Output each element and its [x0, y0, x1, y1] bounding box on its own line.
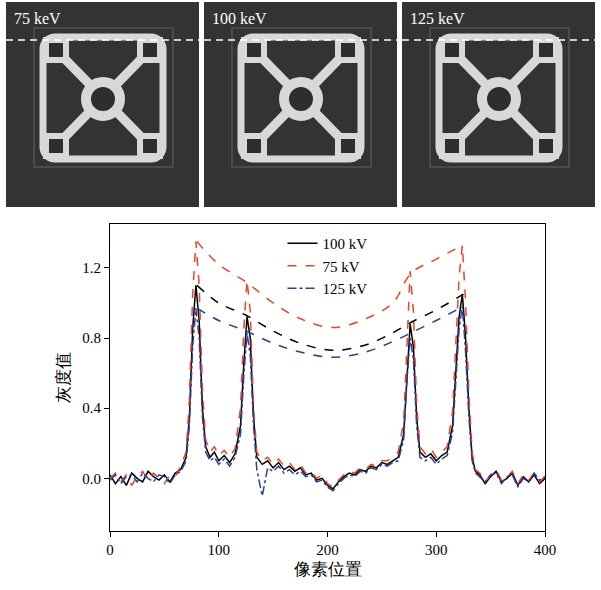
- svg-text:125 kV: 125 kV: [323, 281, 368, 297]
- svg-text:100: 100: [208, 542, 231, 558]
- svg-text:125 keV: 125 keV: [410, 10, 465, 27]
- svg-text:75 keV: 75 keV: [14, 10, 61, 27]
- svg-text:1.2: 1.2: [82, 260, 101, 276]
- svg-text:100 kV: 100 kV: [323, 236, 368, 252]
- svg-text:400: 400: [534, 542, 557, 558]
- svg-text:200: 200: [316, 542, 339, 558]
- svg-text:0: 0: [106, 542, 114, 558]
- svg-text:0.0: 0.0: [82, 471, 101, 487]
- svg-text:300: 300: [425, 542, 448, 558]
- svg-text:灰度值: 灰度值: [54, 352, 73, 403]
- svg-text:75 kV: 75 kV: [323, 259, 360, 275]
- svg-text:100 keV: 100 keV: [212, 10, 267, 27]
- svg-text:0.8: 0.8: [82, 330, 101, 346]
- svg-text:像素位置: 像素位置: [294, 560, 362, 579]
- svg-text:0.4: 0.4: [82, 400, 101, 416]
